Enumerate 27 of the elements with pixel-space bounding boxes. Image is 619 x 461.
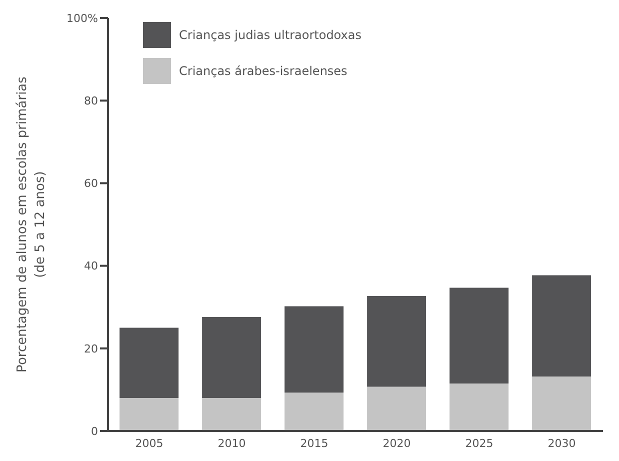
bar — [532, 376, 592, 431]
x-tick-label: 2005 — [135, 436, 164, 450]
y-tick-label: 60 — [84, 177, 98, 190]
legend-label: Crianças árabes-israelenses — [179, 64, 348, 78]
y-tick-label: 40 — [84, 260, 98, 273]
y-tick-label: 100% — [66, 12, 98, 25]
bar — [284, 392, 344, 431]
x-tick-label: 2025 — [465, 436, 494, 450]
x-tick-label: 2020 — [382, 436, 411, 450]
x-tick-label: 2010 — [218, 436, 246, 450]
bar — [532, 275, 592, 376]
bar — [284, 306, 344, 393]
x-tick-label: 2015 — [300, 436, 328, 450]
bar — [450, 288, 509, 384]
bar — [367, 386, 426, 431]
x-tick-label: 2030 — [548, 436, 576, 450]
y-tick-label: 20 — [84, 342, 98, 356]
bar — [202, 398, 262, 431]
bar — [120, 398, 179, 431]
bar — [202, 317, 262, 398]
y-axis-title: Porcentagem de alunos em escolas primárias (de 5 a 12 anos) — [15, 76, 48, 372]
y-tick-label: 0 — [91, 424, 98, 438]
bar — [120, 328, 179, 398]
bar — [367, 296, 426, 387]
y-tick-label: 80 — [84, 94, 98, 108]
bar — [450, 384, 509, 431]
legend-label: Crianças judias ultraortodoxas — [179, 28, 362, 42]
